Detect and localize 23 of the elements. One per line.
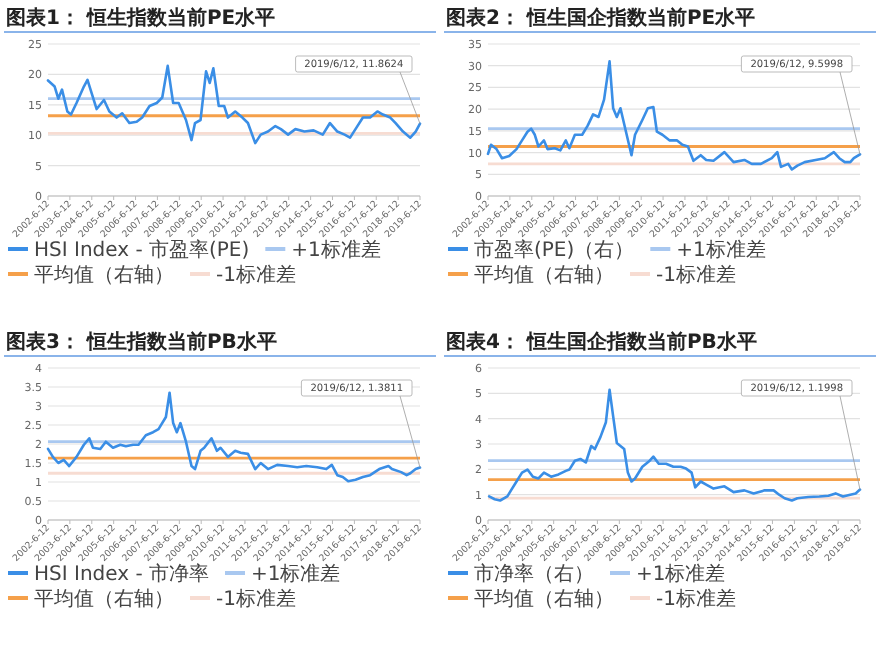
legend-label: +1标准差: [676, 238, 766, 262]
chart-title: 图表2： 恒生国企指数当前PE水平: [446, 6, 756, 30]
legend-label: +1标准差: [636, 562, 726, 586]
legend-label: HSI Index - 市净率: [34, 562, 209, 586]
line-series: [486, 60, 862, 171]
legend-label: -1标准差: [656, 263, 736, 287]
legend-label: 市净率（右）: [474, 562, 594, 586]
legend-label: 平均值（右轴）: [474, 263, 614, 287]
chart-title: 图表3： 恒生指数当前PB水平: [6, 330, 277, 354]
chart-title: 图表4： 恒生国企指数当前PB水平: [446, 330, 757, 354]
legend-label: -1标准差: [656, 587, 736, 611]
legend-label: 平均值（右轴）: [34, 587, 174, 611]
chart-title: 图表1： 恒生指数当前PE水平: [6, 6, 276, 30]
legend-label: +1标准差: [251, 562, 341, 586]
line-series: [487, 388, 862, 502]
legend-label: HSI Index - 市盈率(PE): [34, 238, 250, 262]
legend-label: 平均值（右轴）: [474, 587, 614, 611]
legend-label: -1标准差: [216, 263, 296, 287]
line-series: [46, 391, 422, 483]
legend-label: 市盈率(PE)（右）: [474, 238, 635, 262]
legend-label: +1标准差: [291, 238, 381, 262]
legend-label: 平均值（右轴）: [34, 263, 174, 287]
legend-label: -1标准差: [216, 587, 296, 611]
